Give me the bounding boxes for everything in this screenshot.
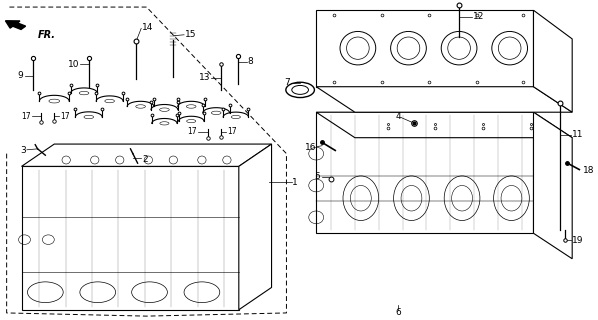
Text: 1: 1 bbox=[292, 178, 298, 187]
Text: 19: 19 bbox=[572, 236, 584, 245]
Polygon shape bbox=[239, 144, 271, 310]
Text: 4: 4 bbox=[395, 113, 401, 122]
Text: 13: 13 bbox=[199, 73, 210, 82]
Text: 15: 15 bbox=[185, 30, 197, 39]
Text: 14: 14 bbox=[142, 23, 154, 32]
Text: 11: 11 bbox=[572, 130, 584, 139]
Polygon shape bbox=[533, 10, 572, 112]
Text: 3: 3 bbox=[20, 146, 26, 155]
Text: 17: 17 bbox=[60, 112, 70, 121]
Polygon shape bbox=[316, 112, 572, 138]
Text: 9: 9 bbox=[17, 71, 23, 80]
Text: 17: 17 bbox=[188, 127, 197, 136]
Text: 7: 7 bbox=[284, 78, 290, 87]
Text: 2: 2 bbox=[142, 155, 148, 164]
Text: 18: 18 bbox=[583, 166, 594, 175]
Polygon shape bbox=[316, 112, 533, 233]
Text: 12: 12 bbox=[473, 12, 484, 21]
Polygon shape bbox=[316, 10, 533, 87]
Text: 5: 5 bbox=[315, 172, 321, 181]
Text: 6: 6 bbox=[395, 308, 401, 317]
Polygon shape bbox=[22, 166, 239, 310]
Text: 17: 17 bbox=[21, 112, 30, 121]
Text: 8: 8 bbox=[248, 57, 254, 66]
Polygon shape bbox=[316, 87, 572, 112]
Text: FR.: FR. bbox=[38, 30, 56, 40]
Text: 10: 10 bbox=[68, 60, 80, 69]
Polygon shape bbox=[533, 112, 572, 259]
Text: 16: 16 bbox=[305, 143, 316, 152]
Polygon shape bbox=[22, 144, 271, 166]
FancyArrow shape bbox=[5, 21, 26, 29]
Text: 17: 17 bbox=[227, 127, 237, 136]
